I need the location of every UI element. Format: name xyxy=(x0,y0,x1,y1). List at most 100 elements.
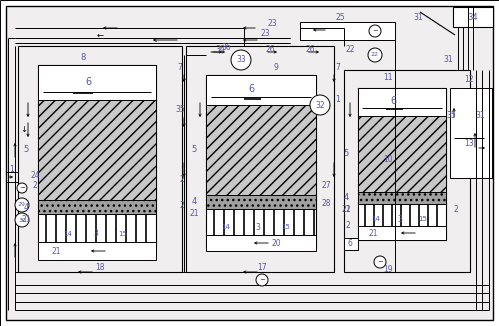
Bar xyxy=(206,235,316,251)
Text: 6: 6 xyxy=(390,96,396,106)
Bar xyxy=(450,88,492,178)
Bar xyxy=(358,88,446,240)
Text: 26: 26 xyxy=(305,46,315,54)
Text: 5: 5 xyxy=(192,145,197,155)
Text: 32: 32 xyxy=(315,100,325,110)
Bar xyxy=(186,46,334,272)
Text: 8: 8 xyxy=(80,52,86,62)
Text: 11: 11 xyxy=(383,73,393,82)
Text: 22: 22 xyxy=(371,52,379,57)
Bar xyxy=(358,88,446,116)
Text: ~: ~ xyxy=(377,259,383,265)
Bar xyxy=(344,238,358,250)
Text: ~: ~ xyxy=(259,277,265,283)
Text: 2: 2 xyxy=(32,182,37,190)
Text: 31: 31 xyxy=(443,55,453,65)
Text: 5: 5 xyxy=(343,150,349,158)
Text: 2: 2 xyxy=(454,205,459,215)
Text: 2: 2 xyxy=(346,220,350,230)
Text: 29: 29 xyxy=(18,202,26,208)
Bar xyxy=(344,70,470,272)
Text: 13: 13 xyxy=(464,139,474,147)
Text: 15: 15 xyxy=(119,231,127,237)
Text: 31: 31 xyxy=(475,111,485,120)
Circle shape xyxy=(369,25,381,37)
Text: 1: 1 xyxy=(336,96,340,105)
Text: 2: 2 xyxy=(346,205,350,215)
Bar xyxy=(358,226,446,240)
Text: 3: 3 xyxy=(93,230,98,239)
Text: ~: ~ xyxy=(372,28,378,34)
Bar xyxy=(358,116,446,192)
Text: 35: 35 xyxy=(175,106,185,114)
Bar xyxy=(206,75,316,105)
Text: 10: 10 xyxy=(383,156,393,165)
Text: 6: 6 xyxy=(248,84,254,94)
Text: 34: 34 xyxy=(468,12,479,22)
Text: 9: 9 xyxy=(273,63,278,71)
Text: 18: 18 xyxy=(95,263,105,273)
Text: ↓: ↓ xyxy=(20,126,27,135)
Bar xyxy=(358,192,446,204)
Text: 15: 15 xyxy=(281,224,290,230)
Text: 28: 28 xyxy=(321,199,331,208)
Text: 6: 6 xyxy=(348,239,352,247)
Text: 36: 36 xyxy=(221,43,231,52)
Text: 21: 21 xyxy=(368,229,378,238)
Bar xyxy=(38,65,156,247)
Text: 22: 22 xyxy=(345,46,355,54)
Text: ←: ← xyxy=(96,31,103,39)
Circle shape xyxy=(374,256,386,268)
Text: 3: 3 xyxy=(255,223,260,231)
Text: 33: 33 xyxy=(236,55,246,65)
Text: 19: 19 xyxy=(383,265,393,274)
Text: 4: 4 xyxy=(23,202,28,212)
Bar xyxy=(38,100,156,200)
Circle shape xyxy=(15,213,29,227)
Text: 27: 27 xyxy=(321,181,331,189)
Bar xyxy=(18,46,182,272)
Text: 14: 14 xyxy=(63,231,72,237)
Text: 21: 21 xyxy=(341,205,351,215)
Text: 23: 23 xyxy=(260,29,270,38)
Text: 20: 20 xyxy=(271,239,281,247)
Text: 21: 21 xyxy=(189,209,199,217)
Text: 21: 21 xyxy=(21,215,31,224)
Text: 3: 3 xyxy=(398,215,402,224)
Bar xyxy=(206,75,316,247)
Text: 36: 36 xyxy=(215,46,225,54)
Text: 25: 25 xyxy=(335,13,345,22)
Bar xyxy=(206,195,316,209)
Text: 12: 12 xyxy=(464,76,474,84)
Text: 35: 35 xyxy=(446,111,456,120)
Circle shape xyxy=(310,95,330,115)
Text: 15: 15 xyxy=(419,216,428,222)
Text: 14: 14 xyxy=(372,216,380,222)
Text: 24: 24 xyxy=(30,170,40,180)
Bar xyxy=(38,65,156,100)
Text: 14: 14 xyxy=(222,224,231,230)
Circle shape xyxy=(17,183,27,193)
Text: 2: 2 xyxy=(180,200,184,210)
Bar xyxy=(300,22,395,40)
Bar xyxy=(38,200,156,214)
Text: 31: 31 xyxy=(413,13,423,22)
Circle shape xyxy=(15,198,29,212)
Text: 2: 2 xyxy=(180,175,184,185)
Text: ~: ~ xyxy=(19,185,25,191)
Circle shape xyxy=(256,274,268,286)
Circle shape xyxy=(231,50,251,70)
Circle shape xyxy=(368,48,382,62)
Bar xyxy=(38,242,156,260)
Text: 30: 30 xyxy=(18,217,26,223)
Bar xyxy=(453,7,493,27)
Text: 7: 7 xyxy=(178,64,183,72)
Text: 6: 6 xyxy=(85,77,91,87)
Text: 7: 7 xyxy=(335,64,340,72)
Bar xyxy=(206,105,316,195)
Text: 4: 4 xyxy=(343,194,349,202)
Text: 21: 21 xyxy=(51,246,61,256)
Text: 26: 26 xyxy=(265,46,275,54)
Text: 4: 4 xyxy=(192,198,197,206)
Text: 1: 1 xyxy=(9,166,14,174)
